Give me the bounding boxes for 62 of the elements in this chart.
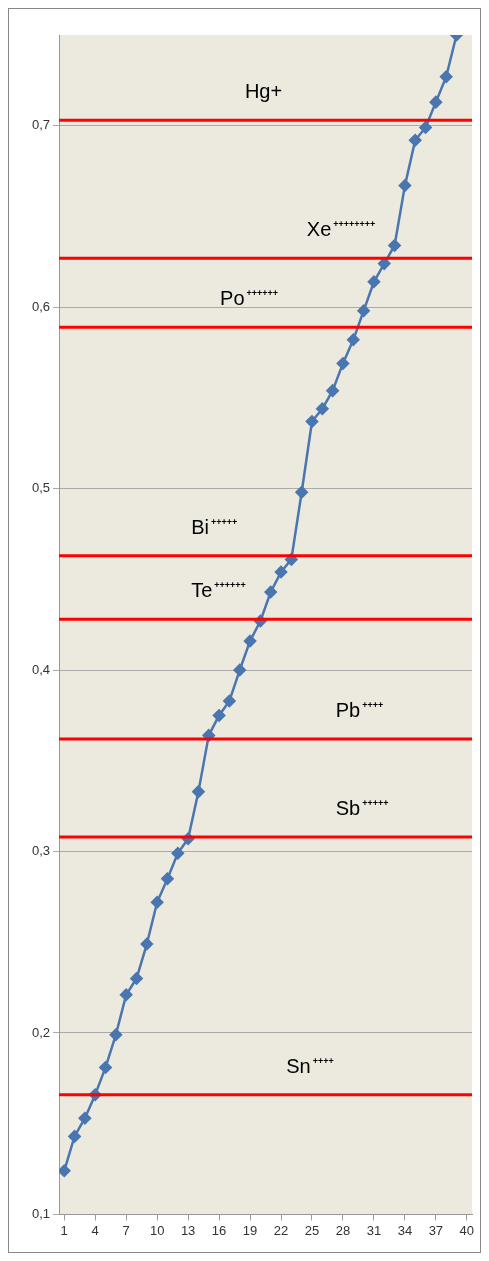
y-tick-label: 0,2 [31, 1024, 51, 1040]
point [68, 1130, 81, 1143]
x-tick-label: 40 [459, 1222, 475, 1238]
y-tick-label: 0,3 [31, 843, 51, 859]
point [398, 179, 412, 192]
point [408, 133, 422, 147]
y-tick-label: 0,7 [31, 117, 51, 133]
ref-line-label: Te++++++ [191, 579, 246, 602]
point [233, 663, 246, 677]
point [419, 121, 432, 134]
point [378, 257, 391, 270]
point [336, 357, 350, 370]
point [161, 872, 174, 885]
point [140, 937, 154, 951]
point [326, 384, 339, 397]
point [171, 847, 185, 860]
point [223, 694, 236, 708]
x-tick-label: 16 [211, 1222, 227, 1238]
ref-line-label: Pb++++ [335, 699, 384, 722]
point [439, 70, 453, 83]
x-tick-label: 34 [397, 1222, 413, 1238]
point [150, 896, 164, 909]
ref-line-label: Xe++++++++ [306, 218, 376, 241]
x-tick-label: 25 [304, 1222, 320, 1238]
point [130, 972, 143, 985]
point [59, 1164, 71, 1178]
ref-line-label: Po++++++ [220, 287, 279, 310]
x-tick-label: 19 [242, 1222, 258, 1238]
point [316, 402, 329, 416]
y-tick-label: 0,4 [31, 661, 51, 677]
point [274, 565, 288, 579]
x-tick-label: 28 [335, 1222, 351, 1238]
point [429, 95, 443, 109]
point [78, 1111, 92, 1125]
point [264, 585, 277, 599]
point [347, 333, 360, 347]
x-tick-label: 13 [180, 1222, 196, 1238]
x-tick-label: 7 [122, 1222, 130, 1238]
y-tick-label: 0,6 [31, 298, 51, 314]
point [367, 275, 381, 289]
point [109, 1028, 123, 1042]
y-tick-label: 0,5 [31, 480, 51, 496]
ref-line-label: Bi+++++ [191, 515, 238, 538]
point [212, 709, 226, 722]
x-tick-label: 37 [428, 1222, 444, 1238]
point [305, 415, 319, 428]
point [388, 239, 401, 252]
point [119, 988, 133, 1002]
x-tick-label: 22 [273, 1222, 289, 1238]
ref-line-label: Hg+ [244, 80, 283, 103]
point [192, 785, 205, 798]
point [357, 304, 370, 318]
ref-line-label: Sn++++ [286, 1054, 334, 1077]
x-tick-label: 1 [60, 1222, 68, 1238]
point [243, 634, 257, 648]
point [99, 1061, 112, 1074]
x-tick-label: 31 [366, 1222, 382, 1238]
x-tick-label: 4 [91, 1222, 99, 1238]
point [295, 485, 308, 499]
x-tick-label: 10 [149, 1222, 165, 1238]
ref-line-label: Sb+++++ [335, 796, 389, 819]
y-tick-label: 0,1 [31, 1205, 51, 1221]
